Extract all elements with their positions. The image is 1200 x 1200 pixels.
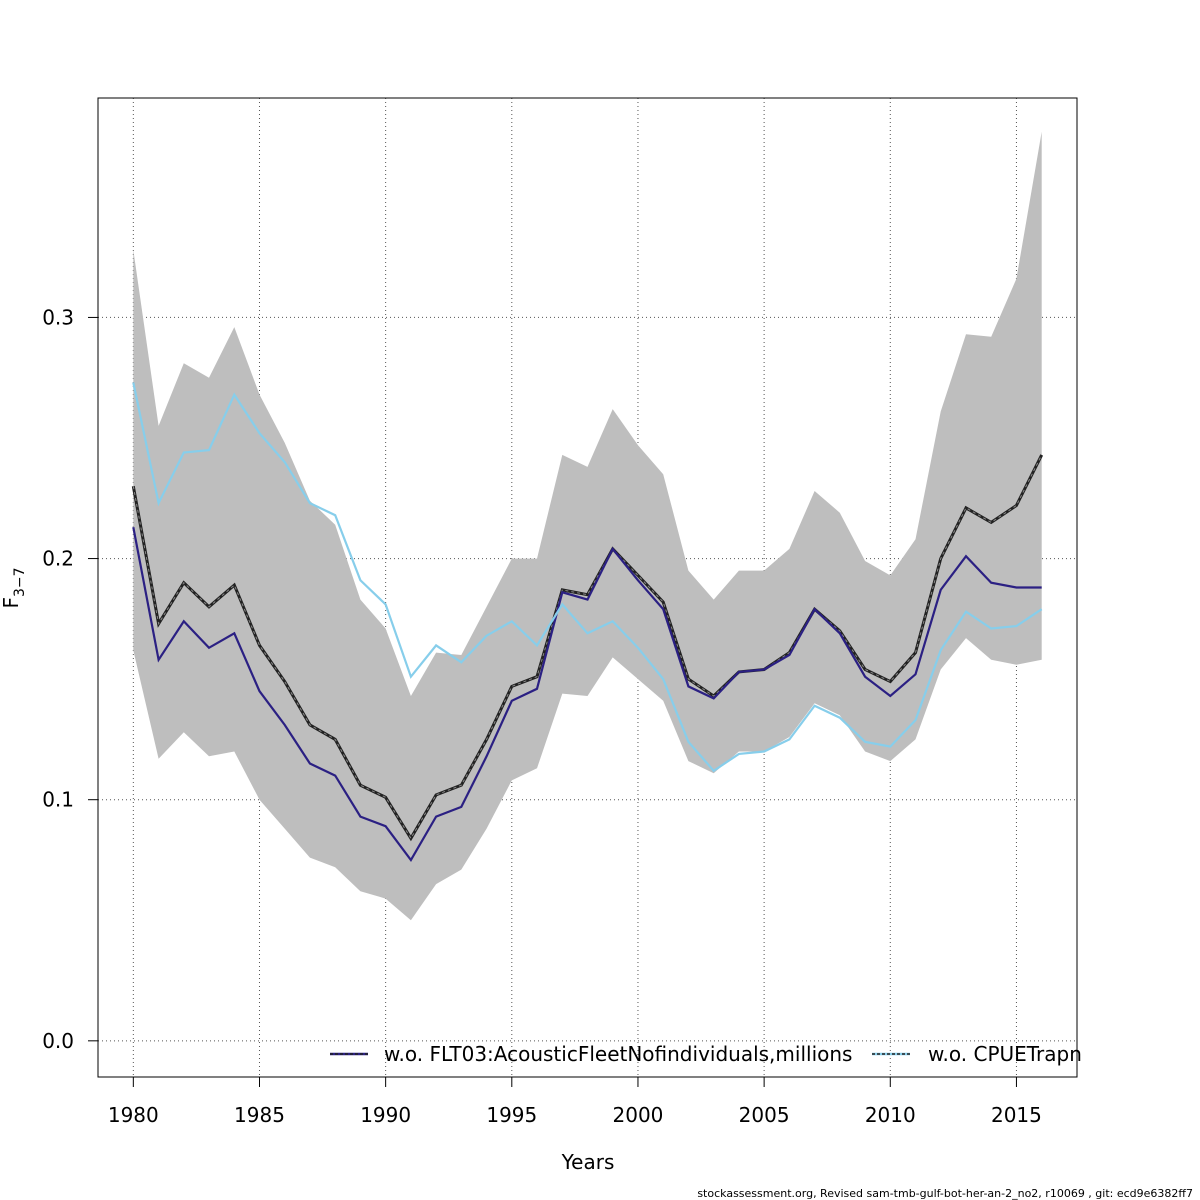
legend-label-flt03: w.o. FLT03:AcousticFleetNofindividuals,m… [384, 1042, 852, 1066]
series-line-wo-flt03 [132, 526, 1042, 862]
x-axis-title: Years [561, 1150, 615, 1174]
series-layer [131, 382, 1044, 862]
legend-label-cpuetrapn: w.o. CPUETrapn [928, 1042, 1082, 1066]
footer-text: stockassessment.org, Revised sam-tmb-gul… [697, 1187, 1193, 1200]
confidence-band-layer [133, 131, 1042, 921]
y-tick-label: 0.1 [42, 788, 74, 812]
y-axis-title: F3−7 [0, 567, 28, 608]
y-tick-label: 0.0 [42, 1029, 74, 1053]
y-axis-title-main: F [0, 597, 23, 609]
y-axis-title-subscript: 3−7 [12, 567, 28, 597]
x-tick-label: 2005 [739, 1103, 790, 1127]
y-axis: 0.0 0.1 0.2 0.3 [42, 305, 98, 1053]
x-tick-label: 1990 [360, 1103, 411, 1127]
series-line-base [131, 454, 1044, 842]
confidence-band [133, 131, 1042, 921]
x-tick-label: 1995 [486, 1103, 537, 1127]
x-tick-label: 1985 [234, 1103, 285, 1127]
y-axis-title-group: F3−7 [0, 567, 28, 608]
legend: w.o. FLT03:AcousticFleetNofindividuals,m… [330, 1042, 1082, 1066]
plot-frame [97, 97, 1078, 1078]
series-line-wo-cpuetrapn [132, 382, 1043, 773]
y-tick-label: 0.3 [42, 305, 74, 329]
y-tick-label: 0.2 [42, 547, 74, 571]
x-tick-label: 2000 [613, 1103, 664, 1127]
x-axis: 1980 1985 1990 1995 2000 2005 2010 2015 [108, 1077, 1042, 1127]
x-tick-label: 2015 [991, 1103, 1042, 1127]
x-tick-label: 2010 [865, 1103, 916, 1127]
x-tick-label: 1980 [108, 1103, 159, 1127]
